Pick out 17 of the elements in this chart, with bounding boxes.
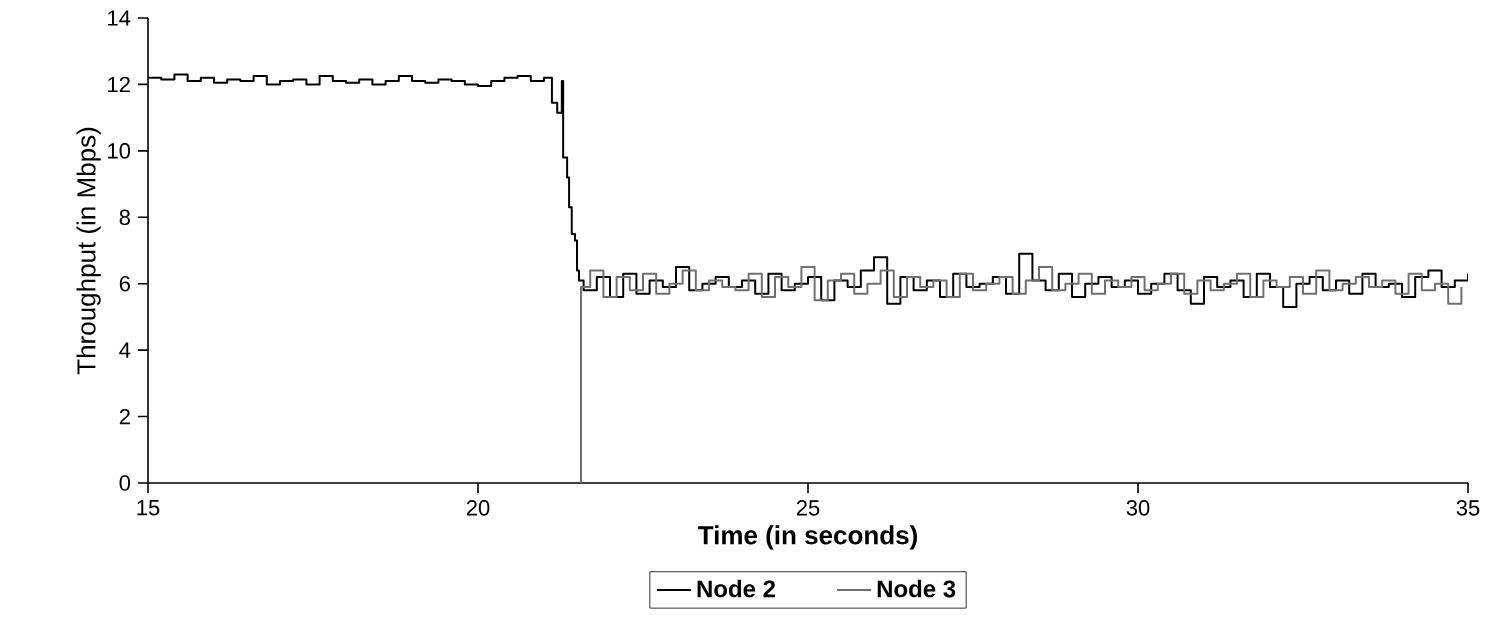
y-tick-label: 8 bbox=[119, 209, 130, 226]
y-axis-title: Throughput (in Mbps) bbox=[76, 127, 101, 375]
y-tick-label: 14 bbox=[108, 10, 131, 26]
x-tick-label: 20 bbox=[466, 500, 490, 516]
x-axis-title: Time (in seconds) bbox=[698, 525, 917, 550]
y-tick-label: 0 bbox=[119, 475, 131, 491]
x-tick-label: 35 bbox=[1456, 500, 1480, 516]
y-tick-label: 10 bbox=[108, 143, 131, 159]
x-tick-label: 30 bbox=[1126, 500, 1150, 516]
x-tick-label: 15 bbox=[137, 500, 160, 516]
y-tick-label: 6 bbox=[119, 275, 130, 292]
y-tick-label: 4 bbox=[119, 342, 131, 358]
legend-label: Node 2 bbox=[697, 579, 776, 598]
y-tick-label: 2 bbox=[119, 408, 130, 425]
x-tick-label: 25 bbox=[796, 500, 820, 516]
legend-label: Node 3 bbox=[877, 579, 956, 598]
y-tick-label: 12 bbox=[108, 76, 130, 93]
